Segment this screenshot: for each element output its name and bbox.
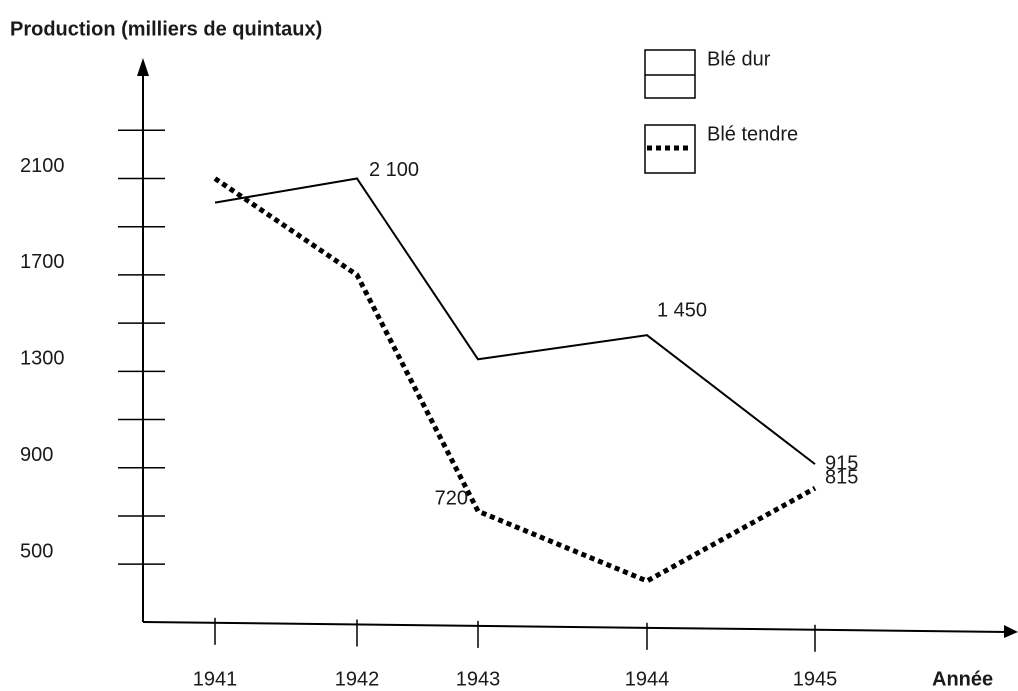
series-line (214, 177, 816, 465)
legend-label: Blé tendre (707, 123, 798, 145)
y-tick-label: 900 (20, 444, 53, 466)
legend-box (644, 124, 696, 174)
x-axis-label: Année (932, 668, 993, 690)
y-tick-label: 1300 (20, 348, 65, 370)
x-tick-label: 1942 (335, 668, 380, 690)
y-tick-label: 2100 (20, 155, 65, 177)
x-axis (142, 621, 1009, 633)
x-axis-arrow (1004, 625, 1018, 638)
x-tick-label: 1944 (625, 668, 670, 690)
data-label: 720 (435, 487, 468, 509)
x-tick-label: 1945 (793, 668, 838, 690)
x-tick-label: 1943 (456, 668, 501, 690)
y-axis-label: Production (milliers de quintaux) (10, 18, 322, 40)
series-line (213, 176, 817, 584)
legend-label: Blé dur (707, 48, 771, 70)
y-tick-label: 1700 (20, 251, 65, 273)
legend-box (644, 49, 696, 99)
x-tick-label: 1941 (193, 668, 238, 690)
y-axis-arrow (137, 58, 149, 76)
data-label: 815 (825, 467, 858, 489)
data-label: 2 100 (369, 159, 419, 181)
y-tick-label: 500 (20, 540, 53, 562)
data-label: 1 450 (657, 299, 707, 321)
data-label: 915 (825, 452, 858, 474)
